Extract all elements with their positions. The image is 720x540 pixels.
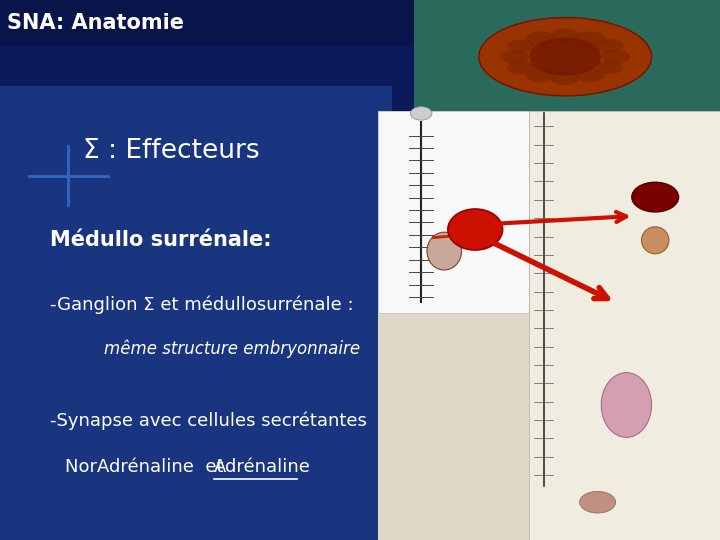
Ellipse shape [601, 373, 652, 437]
Text: -Synapse avec cellules secrétantes: -Synapse avec cellules secrétantes [50, 412, 367, 430]
Ellipse shape [507, 60, 536, 74]
Ellipse shape [576, 31, 605, 45]
Ellipse shape [601, 50, 630, 63]
FancyBboxPatch shape [529, 111, 720, 540]
Ellipse shape [551, 71, 580, 85]
Text: même structure embryonnaire: même structure embryonnaire [104, 339, 361, 357]
Ellipse shape [427, 232, 462, 270]
Ellipse shape [507, 39, 536, 52]
FancyBboxPatch shape [378, 111, 720, 540]
Ellipse shape [576, 69, 605, 82]
FancyBboxPatch shape [378, 111, 529, 313]
Text: -Ganglion Σ et médullosurrénale :: -Ganglion Σ et médullosurrénale : [50, 296, 354, 314]
Ellipse shape [551, 28, 580, 42]
Text: NorAdrénaline  et: NorAdrénaline et [65, 458, 229, 476]
FancyBboxPatch shape [0, 0, 720, 46]
Ellipse shape [526, 69, 554, 82]
Ellipse shape [529, 38, 601, 76]
Ellipse shape [595, 60, 624, 74]
Ellipse shape [642, 227, 669, 254]
FancyBboxPatch shape [0, 86, 392, 540]
Text: Médullo surrénale:: Médullo surrénale: [50, 230, 272, 251]
Text: SNA: Anatomie: SNA: Anatomie [7, 13, 184, 33]
Ellipse shape [632, 183, 679, 212]
Text: Σ : Effecteurs: Σ : Effecteurs [83, 138, 259, 164]
Ellipse shape [479, 17, 652, 96]
Ellipse shape [526, 31, 554, 45]
Ellipse shape [500, 50, 529, 63]
Circle shape [448, 209, 503, 250]
Text: Adrénaline: Adrénaline [214, 458, 311, 476]
FancyBboxPatch shape [414, 0, 720, 111]
Ellipse shape [580, 491, 616, 513]
Ellipse shape [410, 106, 432, 120]
Ellipse shape [595, 39, 624, 52]
